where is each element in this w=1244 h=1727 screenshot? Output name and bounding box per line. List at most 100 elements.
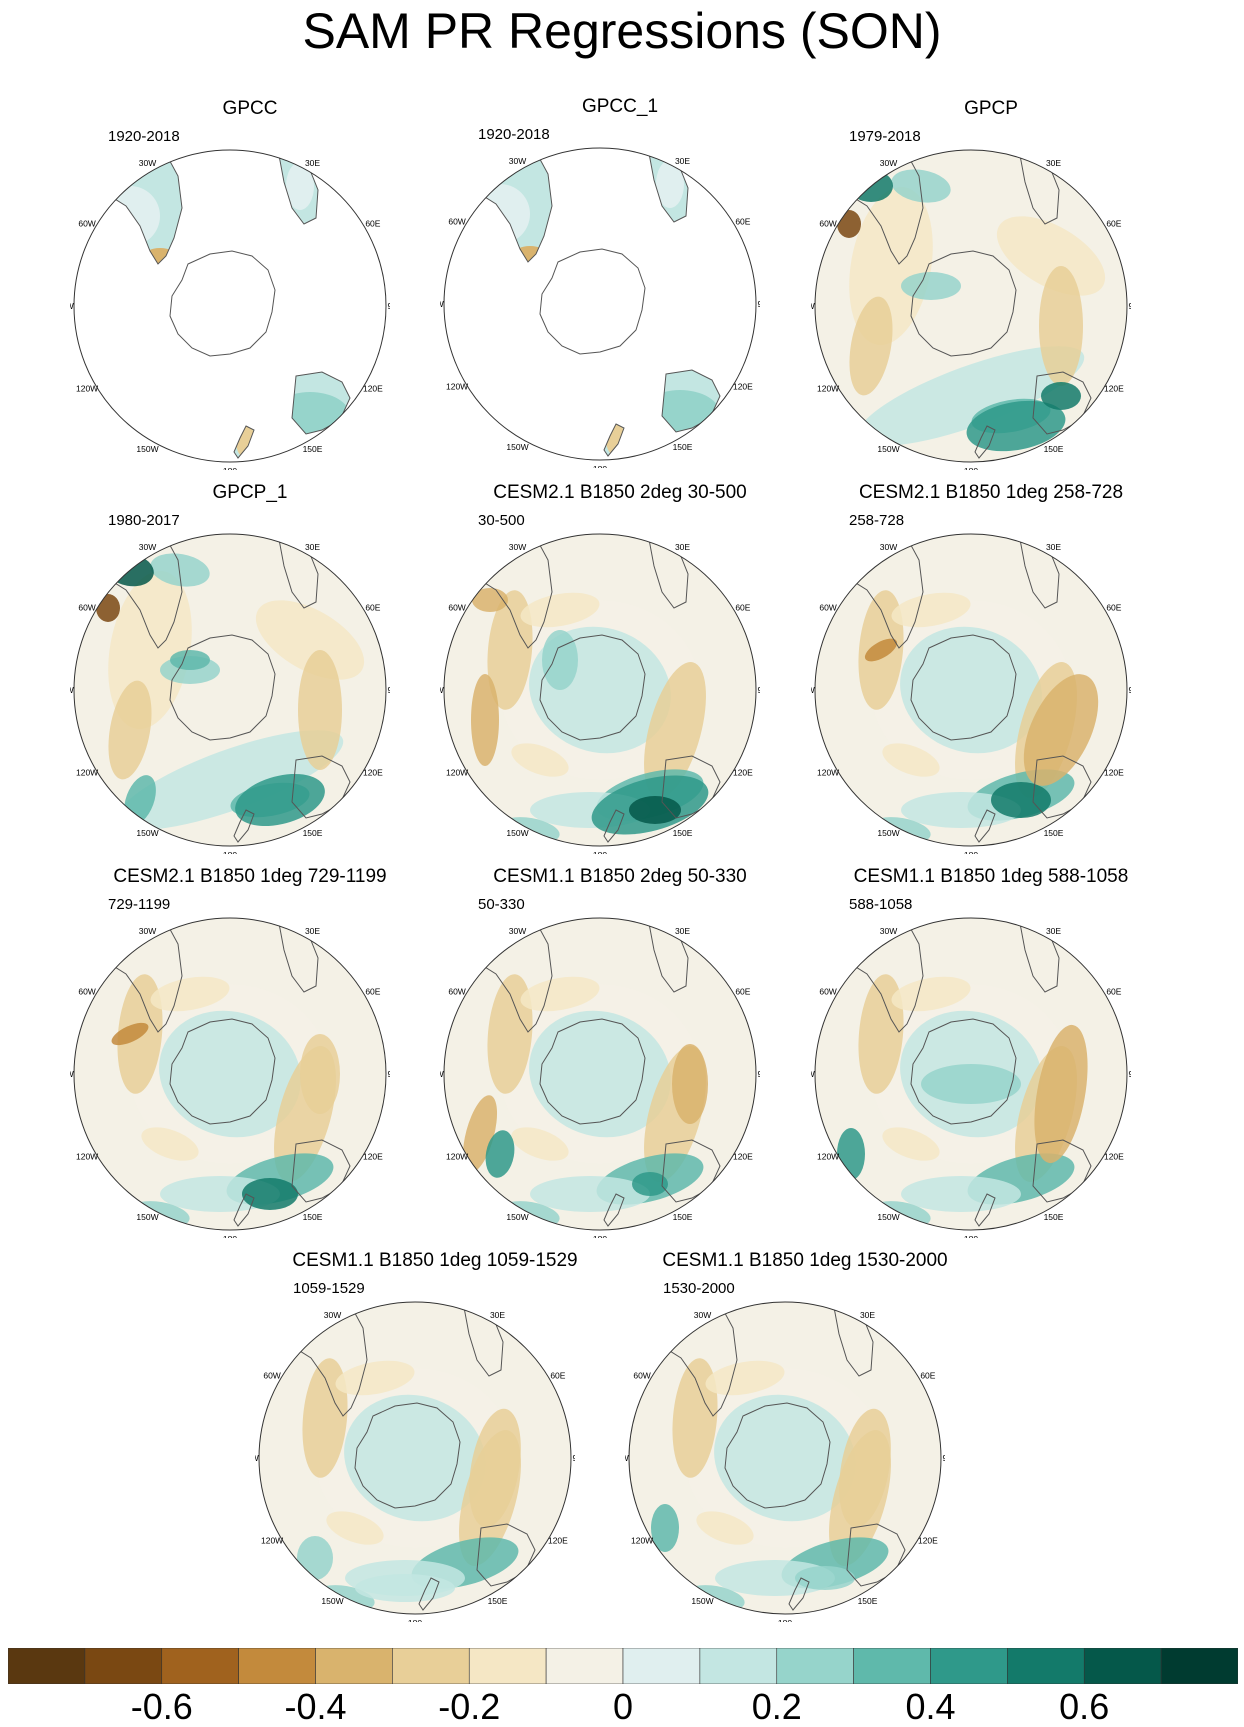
colorbar-tick-labels: -0.6 -0.4 -0.2 0 0.2 0.4 0.6 [8, 1688, 1238, 1726]
longitude-label: 150W [136, 1212, 158, 1222]
longitude-label: 120W [817, 384, 839, 394]
map-panel: GPCC1920-2018030E60E90E120E150E180150W12… [70, 98, 430, 470]
longitude-label: 90W [70, 301, 74, 311]
map-border [73, 533, 387, 847]
panel-period: 1979-2018 [849, 128, 921, 145]
longitude-label: 120W [76, 768, 98, 778]
longitude-label: 60W [448, 987, 465, 997]
longitude-label: 90E [1128, 685, 1131, 695]
map-panel: GPCP_11980-2017030E60E90E120E150E180150W… [70, 482, 430, 854]
longitude-label: 90W [625, 1453, 629, 1463]
longitude-label: 120E [733, 382, 753, 392]
colorbar-swatch [545, 1647, 624, 1685]
precip-field [815, 150, 1127, 462]
longitude-label: 150W [136, 828, 158, 838]
colorbar-swatch [468, 1647, 547, 1685]
longitude-label: 90W [70, 1069, 74, 1079]
panel-title: CESM2.1 B1850 1deg 258-728 [858, 482, 1124, 503]
longitude-label: 60E [920, 1371, 935, 1381]
colorbar-swatch [1160, 1647, 1239, 1685]
longitude-label: 60E [1106, 219, 1121, 229]
longitude-label: 30E [860, 1310, 875, 1320]
colorbar-swatch [622, 1647, 701, 1685]
longitude-label: 120E [363, 384, 383, 394]
longitude-label: 90E [757, 1069, 760, 1079]
map-panel: CESM1.1 B1850 1deg 1059-15291059-1529030… [255, 1250, 615, 1622]
panel-title: GPCC [222, 98, 278, 119]
figure-title: SAM PR Regressions (SON) [302, 3, 942, 59]
colorbar-tick-label: -0.2 [438, 1686, 501, 1727]
longitude-label: 60E [365, 219, 380, 229]
map-panel: CESM1.1 B1850 2deg 50-33050-330030E60E90… [440, 866, 800, 1238]
colorbar-swatch [161, 1647, 239, 1685]
longitude-label: 30W [509, 542, 526, 552]
colorbar-swatch [1007, 1647, 1085, 1685]
longitude-label: 30E [675, 542, 690, 552]
panel-title: CESM1.1 B1850 1deg 588-1058 [853, 866, 1129, 887]
longitude-label: 60W [819, 603, 836, 613]
longitude-label: 30W [324, 1310, 341, 1320]
longitude-label: 120E [363, 1152, 383, 1162]
longitude-label: 90E [942, 1453, 945, 1463]
colorbar-swatch [930, 1647, 1008, 1685]
longitude-label: 30W [139, 542, 156, 552]
longitude-label: 60E [735, 603, 750, 613]
precip-field [815, 534, 1127, 846]
longitude-label: 150E [303, 1212, 323, 1222]
colorbar-swatch [238, 1647, 316, 1685]
longitude-label: 120E [1104, 384, 1124, 394]
colorbar-swatch [315, 1647, 393, 1685]
map-panel: CESM2.1 B1850 2deg 30-50030-500030E60E90… [440, 482, 800, 854]
longitude-label: 60E [735, 217, 750, 227]
longitude-label: 60W [633, 1371, 650, 1381]
longitude-label: 60W [78, 603, 95, 613]
colorbar-swatch [7, 1647, 86, 1685]
longitude-label: 120E [733, 1152, 753, 1162]
precip-field [444, 534, 756, 846]
longitude-label: 180 [408, 1618, 422, 1622]
longitude-label: 60E [735, 987, 750, 997]
longitude-label: 60W [819, 987, 836, 997]
longitude-label: 90W [811, 685, 815, 695]
polar-map: 030E60E90E120E150E180150W120W90W60W30W [440, 533, 760, 854]
precip-field [259, 1302, 571, 1614]
longitude-label: 180 [223, 466, 237, 470]
colorbar-swatch [776, 1647, 854, 1685]
longitude-label: 180 [778, 1618, 792, 1622]
longitude-label: 120E [1104, 768, 1124, 778]
longitude-label: 150E [1044, 1212, 1064, 1222]
longitude-label: 120W [817, 1152, 839, 1162]
colorbar-swatch [84, 1647, 163, 1685]
longitude-label: 30W [139, 926, 156, 936]
longitude-label: 90W [440, 299, 444, 309]
map-border [443, 533, 757, 847]
panel-title: GPCP_1 [212, 482, 288, 503]
longitude-label: 90E [387, 1069, 390, 1079]
precip-field [815, 918, 1127, 1230]
longitude-label: 60W [448, 603, 465, 613]
polar-map: 030E60E90E120E150E180150W120W90W60W30W [70, 149, 390, 470]
longitude-label: 30W [880, 158, 897, 168]
colorbar-tick-label: 0.6 [1059, 1686, 1110, 1727]
longitude-label: 120W [817, 768, 839, 778]
longitude-label: 150E [858, 1596, 878, 1606]
longitude-label: 180 [964, 466, 978, 470]
longitude-label: 150W [506, 442, 528, 452]
longitude-label: 30W [509, 156, 526, 166]
longitude-label: 60E [550, 1371, 565, 1381]
longitude-label: 60W [78, 219, 95, 229]
longitude-label: 120E [733, 768, 753, 778]
longitude-label: 60W [263, 1371, 280, 1381]
colorbar-swatch [392, 1647, 470, 1685]
longitude-label: 90E [387, 301, 390, 311]
longitude-label: 150W [877, 1212, 899, 1222]
panel-period: 1530-2000 [663, 1280, 735, 1297]
polar-map: 030E60E90E120E150E180150W120W90W60W30W [255, 1301, 575, 1622]
longitude-label: 150W [136, 444, 158, 454]
longitude-label: 150W [691, 1596, 713, 1606]
polar-map: 030E60E90E120E150E180150W120W90W60W30W [440, 147, 760, 468]
longitude-label: 120W [446, 382, 468, 392]
map-border [814, 917, 1128, 1231]
longitude-label: 90W [811, 1069, 815, 1079]
map-panel: CESM1.1 B1850 1deg 1530-20001530-2000030… [625, 1250, 985, 1622]
